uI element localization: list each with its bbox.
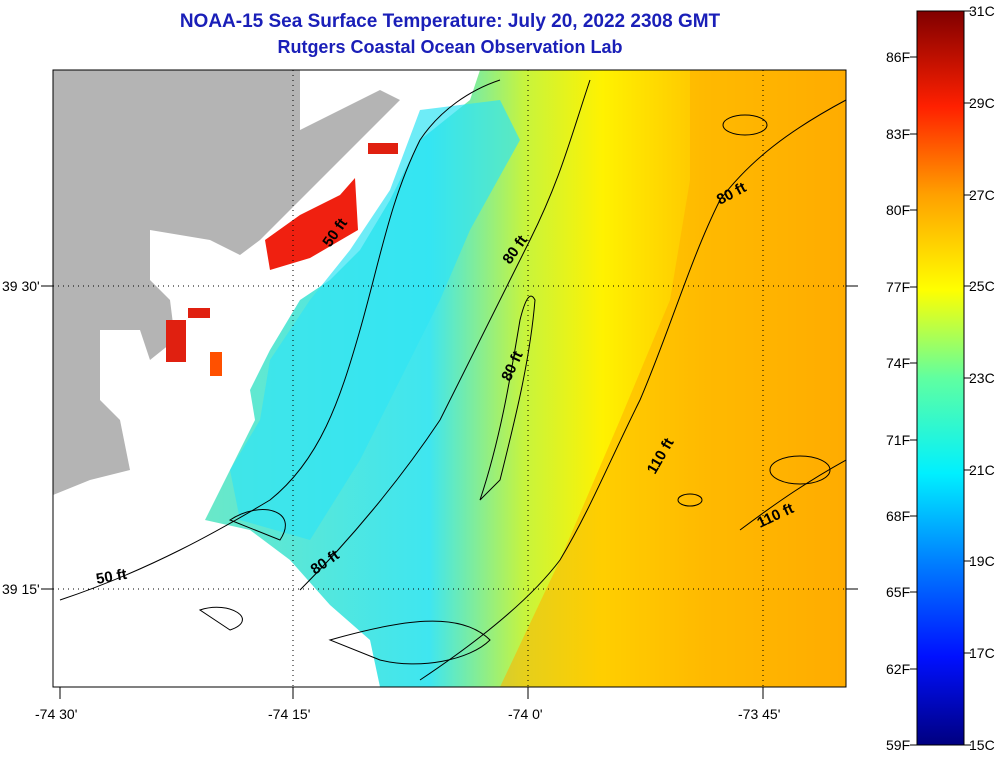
colorbar-label-c: 27C: [969, 187, 995, 203]
colorbar-label-f: 77F: [886, 279, 911, 295]
x-tick-label: -74 15': [268, 706, 311, 722]
colorbar-label-f: 83F: [886, 126, 911, 142]
colorbar-label-c: 19C: [969, 553, 995, 569]
x-tick-label: -74 30': [35, 706, 78, 722]
warm-spot: [166, 320, 186, 362]
y-tick-label: 39 30': [2, 278, 40, 294]
y-tick-label: 39 15': [2, 581, 40, 597]
cool-region: [230, 100, 520, 540]
warm-spot: [210, 352, 222, 376]
colorbar-label-f: 80F: [886, 202, 911, 218]
colorbar-ticks: [910, 10, 971, 746]
colorbar-label-f: 62F: [886, 661, 911, 677]
colorbar-label-f: 59F: [886, 737, 911, 753]
colorbar-label-f: 86F: [886, 49, 911, 65]
colorbar-label-f: 68F: [886, 508, 911, 524]
land-mass: [53, 70, 400, 495]
contour-label: 50 ft: [95, 566, 128, 588]
warm-spot: [188, 308, 210, 318]
x-tick-label: -74 0': [508, 706, 543, 722]
map-title: NOAA-15 Sea Surface Temperature: July 20…: [179, 11, 721, 32]
colorbar-label-c: 31C: [969, 3, 995, 19]
x-tick-label: -73 45': [738, 706, 781, 722]
colorbar-label-f: 65F: [886, 584, 911, 600]
depth-contours: [59, 79, 846, 681]
colorbar-label-c: 15C: [969, 737, 995, 753]
warm-spot: [368, 143, 398, 154]
colorbar-label-c: 17C: [969, 645, 995, 661]
colorbar-label-c: 23C: [969, 370, 995, 386]
map-subtitle: Rutgers Coastal Ocean Observation Lab: [277, 37, 623, 57]
colorbar-label-c: 25C: [969, 278, 995, 294]
plot-frame: [52, 69, 847, 688]
colorbar-label-f: 74F: [886, 355, 911, 371]
colorbar-label-c: 21C: [969, 462, 995, 478]
gridlines: [53, 70, 846, 687]
warm-spot: [265, 178, 358, 270]
colorbar: [916, 10, 965, 746]
colorbar-label-c: 29C: [969, 95, 995, 111]
colorbar-label-f: 71F: [886, 432, 911, 448]
warm-region: [500, 70, 846, 687]
axis-ticks: [41, 285, 858, 699]
